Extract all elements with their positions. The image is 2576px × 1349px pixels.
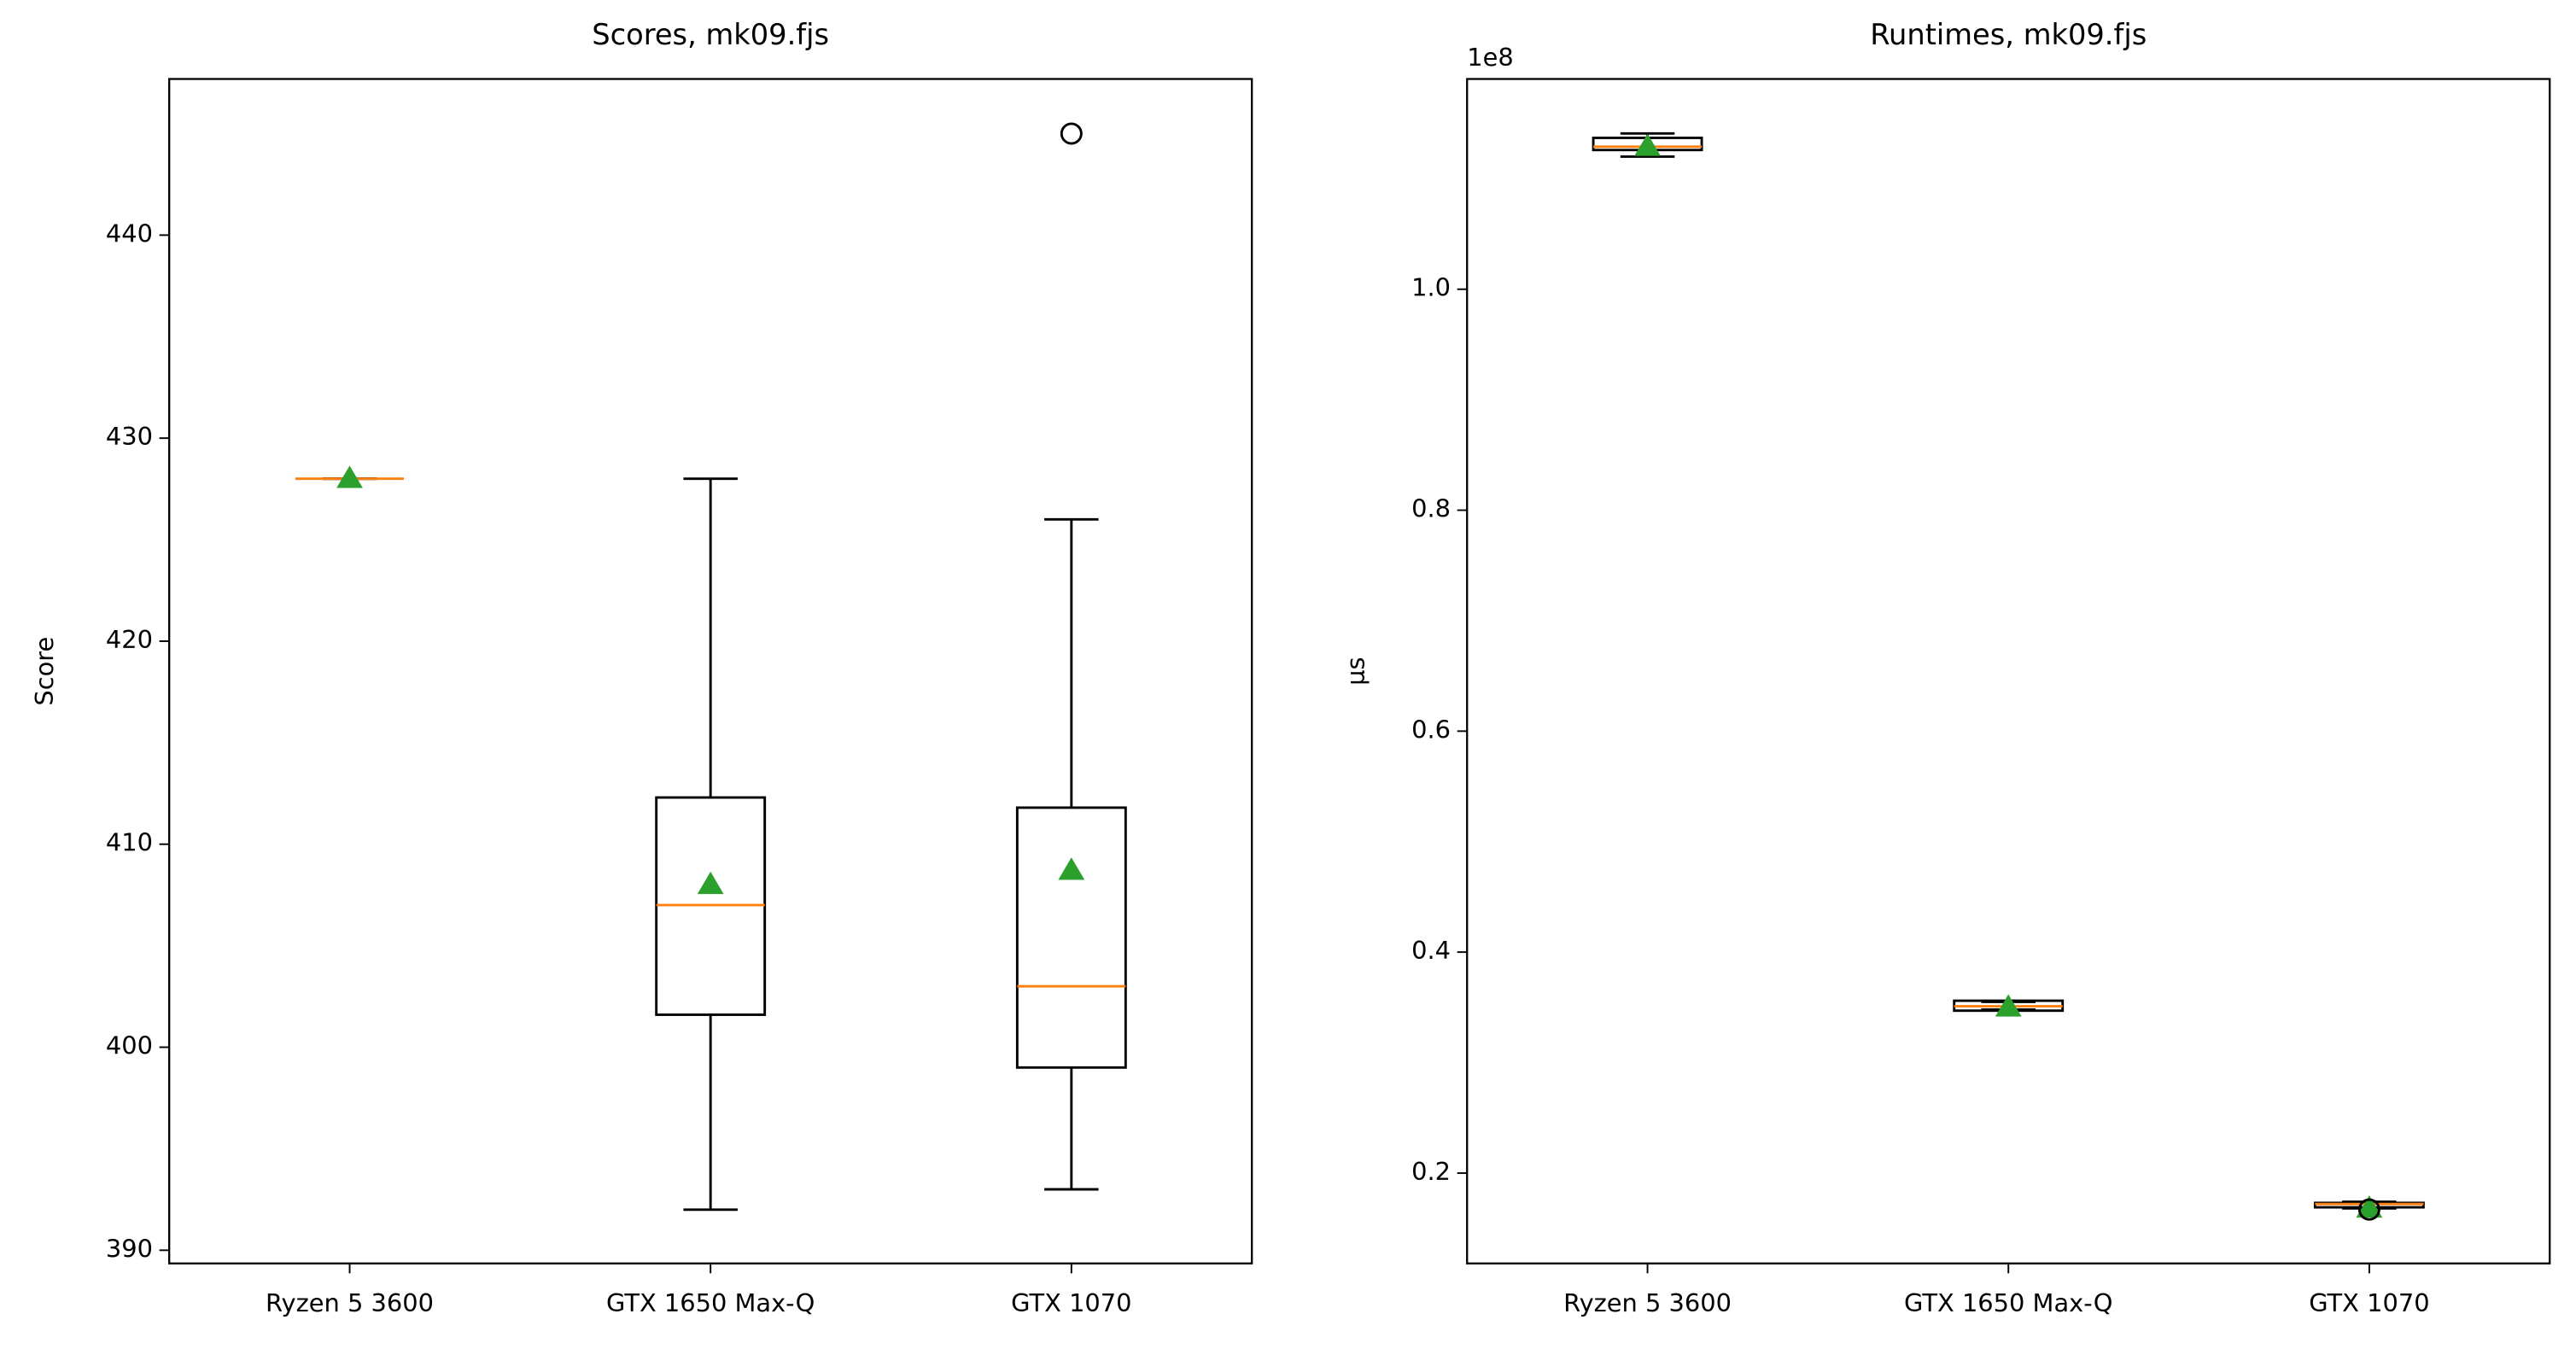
x-tick-label: GTX 1650 Max-Q	[1904, 1288, 2112, 1317]
axes-frame	[168, 78, 1253, 1264]
y-tick-label: 0.6	[1411, 715, 1451, 744]
mean	[1995, 994, 2022, 1017]
axes-frame	[1466, 78, 2551, 1264]
y-tick-label: 410	[106, 828, 153, 857]
mean	[697, 871, 724, 895]
x-tick-label: GTX 1650 Max-Q	[606, 1288, 815, 1317]
y-axis-label: Score	[30, 637, 59, 706]
mean	[1634, 133, 1661, 156]
x-tick-label: GTX 1070	[1011, 1288, 1131, 1317]
outlier	[1060, 122, 1083, 145]
x-tick-label: Ryzen 5 3600	[1563, 1288, 1732, 1317]
y-tick-label: 420	[106, 625, 153, 654]
y-tick-label: 440	[106, 219, 153, 248]
chart-title: Runtimes, mk09.fjs	[1870, 18, 2147, 51]
outlier	[2357, 1198, 2380, 1221]
offset-text: 1e8	[1467, 43, 1513, 72]
y-tick-label: 0.8	[1411, 494, 1451, 523]
box	[1015, 806, 1127, 1069]
y-tick-label: 400	[106, 1031, 153, 1060]
y-tick-label: 0.4	[1411, 936, 1451, 965]
chart-title: Scores, mk09.fjs	[592, 18, 829, 51]
y-tick-label: 390	[106, 1234, 153, 1263]
mean	[1058, 857, 1085, 880]
y-tick-label: 0.2	[1411, 1157, 1451, 1186]
x-tick-label: Ryzen 5 3600	[266, 1288, 434, 1317]
x-tick-label: GTX 1070	[2309, 1288, 2429, 1317]
y-axis-label: µs	[1341, 657, 1370, 685]
y-tick-label: 430	[106, 422, 153, 451]
y-tick-label: 1.0	[1411, 273, 1451, 302]
mean	[336, 465, 363, 488]
mean	[2356, 1194, 2383, 1218]
